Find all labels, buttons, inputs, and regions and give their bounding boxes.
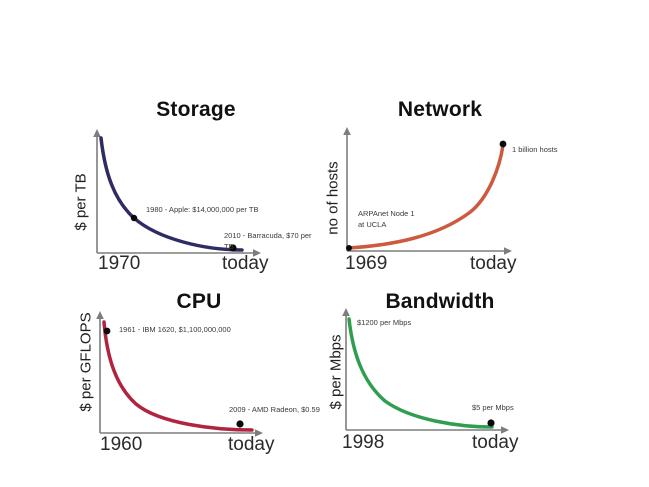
storage-point-2010 <box>229 244 237 252</box>
network-plot <box>343 127 512 255</box>
storage-plot <box>93 129 261 257</box>
network-annotation-1-billion: 1 billion hosts <box>512 145 558 154</box>
bandwidth-annotation-1200: $1200 per Mbps <box>357 318 412 327</box>
network-point-arpanet <box>346 245 352 251</box>
cpu-point-2009 <box>236 420 244 428</box>
cpu-x-tick-end: today <box>228 434 275 455</box>
bandwidth-chart-title: Bandwidth <box>385 290 495 313</box>
cpu-curve <box>102 320 254 432</box>
storage-chart: Storage $ per TB 1970 today 1980 - Apple… <box>60 95 315 280</box>
cpu-y-axis-arrow-icon <box>96 311 104 319</box>
bandwidth-y-axis-label: $ per Mbps <box>327 334 345 410</box>
network-chart-title: Network <box>397 98 483 121</box>
bandwidth-annotation-5: $5 per Mbps <box>472 403 514 412</box>
bandwidth-x-tick-start: 1998 <box>342 432 385 453</box>
network-curve <box>347 143 505 250</box>
storage-y-axis-label: $ per TB <box>72 173 90 231</box>
cpu-y-axis-label: $ per GFLOPS <box>77 312 95 412</box>
network-point-1-billion <box>499 140 507 148</box>
network-x-axis-arrow-icon <box>504 247 512 255</box>
storage-annotation-1980: 1980 - Apple: $14,000,000 per TB <box>146 205 259 214</box>
storage-annotation-2010: 2010 - Barracuda, $70 per TB <box>224 231 312 251</box>
cpu-point-1961 <box>103 327 111 335</box>
bandwidth-point-today <box>487 419 495 427</box>
storage-curve <box>99 136 244 252</box>
storage-x-axis-arrow-icon <box>253 249 261 257</box>
bandwidth-x-tick-end: today <box>472 432 519 453</box>
network-x-tick-start: 1969 <box>345 253 388 274</box>
bandwidth-y-axis-arrow-icon <box>342 308 350 316</box>
cpu-chart-title: CPU <box>176 290 222 313</box>
cpu-plot <box>96 311 263 437</box>
storage-y-axis-arrow-icon <box>93 129 101 137</box>
bandwidth-chart: Bandwidth $ per Mbps 1998 today $1200 pe… <box>325 285 615 465</box>
cpu-chart: CPU $ per GFLOPS 1960 today 1961 - IBM 1… <box>60 285 325 465</box>
bandwidth-x-axis-arrow-icon <box>501 426 509 434</box>
network-y-axis-label: no of hosts <box>324 161 342 235</box>
cpu-x-tick-start: 1960 <box>100 434 143 455</box>
network-chart: Network no of hosts 1969 today ARPAnet N… <box>325 95 615 280</box>
network-x-tick-end: today <box>470 253 517 274</box>
storage-x-tick-end: today <box>222 253 269 274</box>
storage-point-1980 <box>130 214 138 222</box>
cpu-x-axis-arrow-icon <box>255 429 263 437</box>
storage-x-tick-start: 1970 <box>98 253 141 274</box>
cpu-annotation-1961: 1961 - IBM 1620, $1,100,000,000 <box>119 325 231 334</box>
network-y-axis-arrow-icon <box>343 127 351 135</box>
bandwidth-curve <box>347 317 494 429</box>
bandwidth-plot <box>342 308 509 434</box>
cpu-annotation-2009: 2009 - AMD Radeon, $0.59 <box>229 405 320 414</box>
storage-chart-title: Storage <box>156 98 236 121</box>
network-annotation-arpanet: ARPAnet Node 1 at UCLA <box>358 209 415 229</box>
